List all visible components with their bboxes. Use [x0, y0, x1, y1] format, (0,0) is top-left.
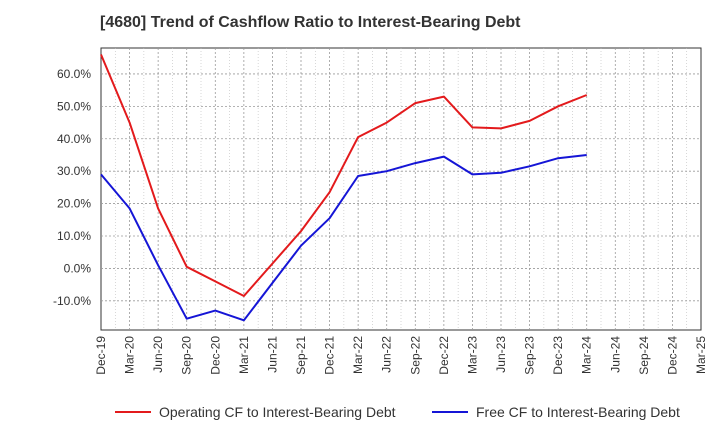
y-tick-label: 40.0% [57, 132, 91, 146]
x-tick-label: Mar-21 [237, 336, 251, 374]
legend-label-operating-cf: Operating CF to Interest-Bearing Debt [159, 404, 396, 420]
x-tick-label: Sep-20 [180, 336, 194, 375]
x-tick-label: Jun-20 [151, 336, 165, 373]
legend-swatch-operating-cf [115, 411, 151, 413]
x-tick-label: Mar-23 [465, 336, 479, 374]
x-tick-label: Sep-21 [294, 336, 308, 375]
y-tick-label: 10.0% [57, 229, 91, 243]
y-axis-tick-labels: -10.0% 0.0% 10.0% 20.0% 30.0% 40.0% 50.0% 60.0% [53, 67, 91, 308]
y-tick-label: 0.0% [64, 261, 92, 275]
legend-swatch-free-cf [432, 411, 468, 413]
x-tick-label: Dec-24 [665, 336, 679, 375]
legend-item-operating-cf: Operating CF to Interest-Bearing Debt [115, 404, 396, 420]
horizontal-gridlines [101, 73, 701, 302]
x-tick-label: Dec-21 [323, 336, 337, 375]
x-tick-label: Sep-23 [523, 336, 537, 375]
x-tick-label: Dec-23 [551, 336, 565, 375]
x-tick-label: Mar-20 [123, 336, 137, 374]
legend-label-free-cf: Free CF to Interest-Bearing Debt [476, 404, 680, 420]
y-tick-label: 20.0% [57, 197, 91, 211]
y-tick-label: 50.0% [57, 99, 91, 113]
x-tick-label: Mar-22 [351, 336, 365, 374]
y-tick-label: 30.0% [57, 164, 91, 178]
chart-title: [4680] Trend of Cashflow Ratio to Intere… [100, 14, 521, 31]
y-tick-label: -10.0% [53, 294, 91, 308]
x-tick-label: Mar-25 [694, 336, 708, 374]
x-tick-label: Jun-23 [494, 336, 508, 373]
y-tick-label: 60.0% [57, 67, 91, 81]
x-tick-label: Jun-22 [380, 336, 394, 373]
legend: Operating CF to Interest-Bearing Debt Fr… [0, 404, 720, 426]
x-tick-label: Sep-22 [408, 336, 422, 375]
series-line-0 [100, 54, 588, 297]
x-tick-label: Dec-22 [437, 336, 451, 375]
x-tick-label: Jun-24 [608, 336, 622, 373]
x-axis-tick-labels: Dec-19 Mar-20 Jun-20 Sep-20 Dec-20 Mar-21 Jun-… [94, 336, 708, 375]
series-lines [100, 54, 588, 322]
legend-item-free-cf: Free CF to Interest-Bearing Debt [432, 404, 680, 420]
x-tick-label: Dec-20 [208, 336, 222, 375]
x-tick-label: Dec-19 [94, 336, 108, 375]
x-tick-label: Jun-21 [265, 336, 279, 373]
x-tick-label: Sep-24 [637, 336, 651, 375]
x-tick-label: Mar-24 [580, 336, 594, 374]
series-line-1 [100, 154, 587, 322]
vertical-gridlines [114, 48, 688, 330]
